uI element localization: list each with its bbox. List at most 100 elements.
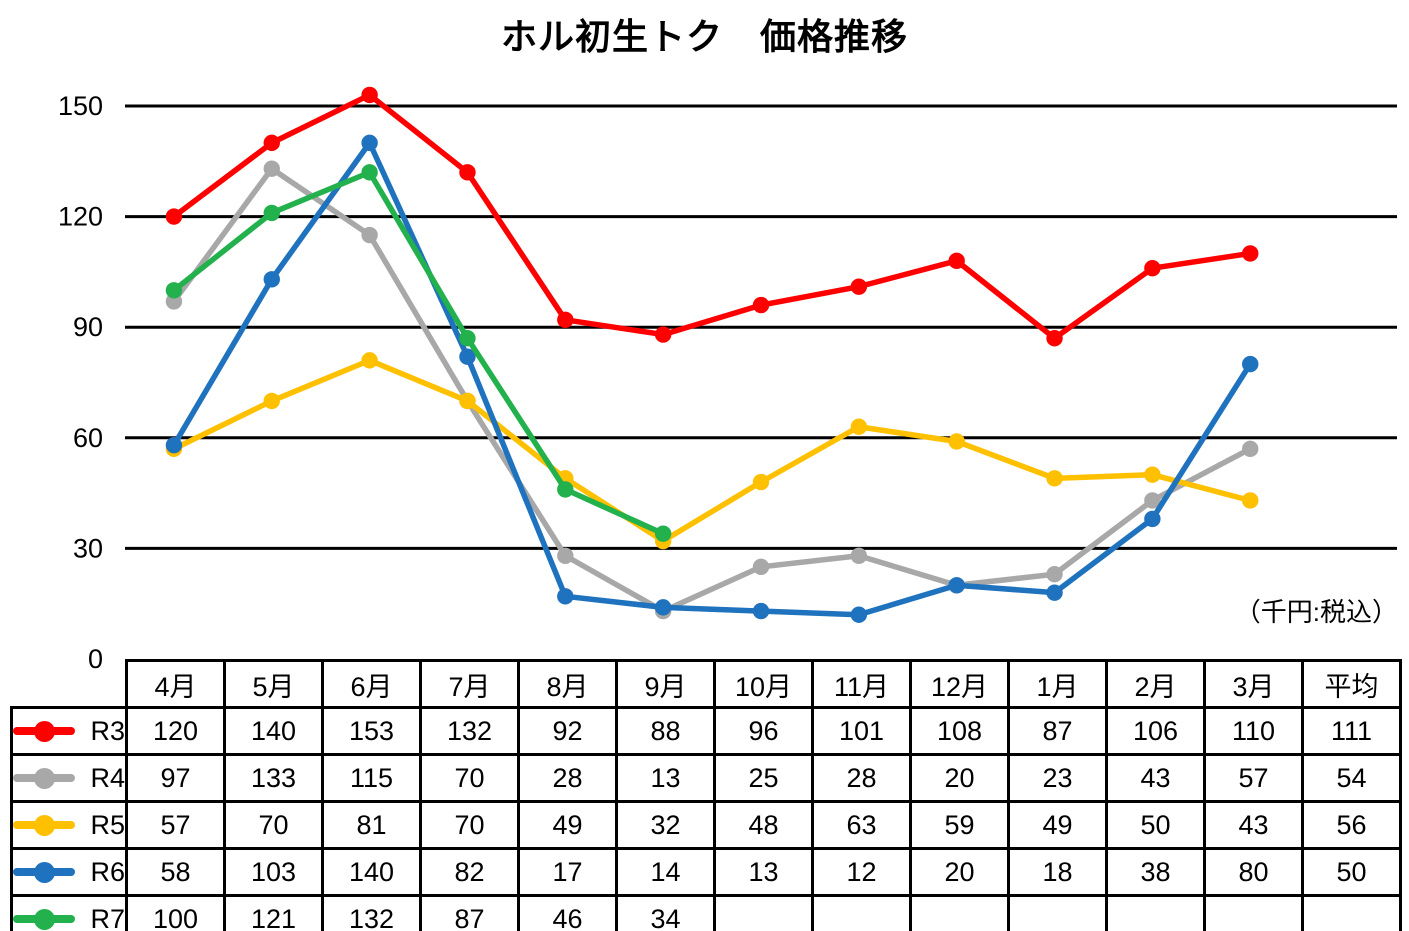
value-cell: 115	[321, 753, 422, 803]
value-cell: 43	[1105, 753, 1206, 803]
data-point-marker-R3	[752, 296, 770, 314]
value-cell: 28	[517, 753, 618, 803]
table-header-row: 4月 5月 6月 7月 8月 9月 10月 11月 12月 1月 2月 3月 平均	[12, 659, 1402, 709]
data-point-marker-R3	[654, 326, 672, 343]
value-cell: 54	[1301, 753, 1402, 803]
series-line-R4	[171, 165, 1253, 614]
value-cell: 108	[909, 706, 1010, 756]
data-point-marker-R3	[850, 278, 868, 295]
legend-cell-R4: R4	[10, 753, 128, 803]
data-point-marker-R4	[557, 547, 574, 564]
value-cell: 50	[1301, 847, 1402, 897]
value-cell: 43	[1203, 800, 1304, 850]
value-cell: 20	[909, 753, 1010, 803]
column-header: 5月	[223, 659, 324, 709]
value-cell: 97	[125, 753, 226, 803]
series-line-R3	[171, 92, 1253, 342]
data-point-marker-R6	[263, 271, 280, 288]
y-axis-tick-label: 120	[58, 202, 103, 232]
data-point-marker-R3	[1046, 330, 1063, 347]
column-header: 6月	[321, 659, 422, 709]
value-cell: 153	[321, 706, 422, 756]
data-point-marker-R3	[1242, 245, 1259, 262]
value-cell: 103	[223, 847, 324, 897]
value-cell: 32	[615, 800, 716, 850]
data-point-marker-R3	[459, 164, 476, 181]
data-point-marker-R4	[263, 160, 280, 177]
value-cell: 140	[321, 847, 422, 897]
value-cell: 140	[223, 706, 324, 756]
series-label: R7	[90, 903, 125, 931]
data-point-marker-R6	[1242, 355, 1259, 373]
data-point-marker-R7	[459, 330, 476, 347]
value-cell: 132	[321, 894, 422, 931]
value-cell: 70	[419, 800, 520, 850]
value-cell: 120	[125, 706, 226, 756]
data-point-marker-R4	[361, 226, 378, 244]
data-point-marker-R5	[361, 352, 378, 369]
value-cell: 87	[1007, 706, 1108, 756]
value-cell: 70	[223, 800, 324, 850]
value-cell: 34	[615, 894, 716, 931]
data-point-marker-R6	[459, 348, 476, 365]
column-header: 3月	[1203, 659, 1304, 709]
value-cell: 132	[419, 706, 520, 756]
data-point-marker-R6	[654, 599, 672, 616]
column-header: 2月	[1105, 659, 1206, 709]
data-point-marker-R6	[850, 606, 868, 623]
data-point-marker-R5	[1046, 470, 1063, 487]
data-point-marker-R4	[1242, 440, 1259, 458]
legend-cell-R5: R5	[10, 800, 128, 850]
y-axis-tick-label: 90	[73, 312, 103, 342]
value-cell	[909, 894, 1010, 931]
series-line-R6	[171, 140, 1253, 618]
value-cell: 50	[1105, 800, 1206, 850]
data-point-marker-R7	[165, 282, 183, 299]
legend-key-icon	[14, 908, 75, 930]
data-point-marker-R3	[948, 252, 965, 270]
series-line-R5	[171, 357, 1253, 544]
table-row-R4: R4 97 133 115 70 28 13 25 28 20 23 43 57 54	[10, 753, 1402, 803]
value-cell: 18	[1007, 847, 1108, 897]
value-cell: 63	[811, 800, 912, 850]
data-point-marker-R6	[1144, 510, 1161, 528]
table-row-R7: R7 100 121 132 87 46 34	[10, 894, 1402, 931]
data-table: 4月 5月 6月 7月 8月 9月 10月 11月 12月 1月 2月 3月 平均 R3 120 140 15…	[10, 659, 1402, 931]
data-point-marker-R5	[263, 392, 280, 410]
value-cell: 12	[811, 847, 912, 897]
column-header: 10月	[713, 659, 814, 709]
column-header: 8月	[517, 659, 618, 709]
value-cell: 96	[713, 706, 814, 756]
data-point-marker-R6	[557, 588, 574, 605]
value-cell: 14	[615, 847, 716, 897]
data-point-marker-R4	[1046, 566, 1063, 583]
value-cell: 58	[125, 847, 226, 897]
column-header: 4月	[125, 659, 226, 709]
value-cell	[1203, 894, 1304, 931]
column-header: 12月	[909, 659, 1010, 709]
value-cell: 80	[1203, 847, 1304, 897]
series-label: R3	[90, 715, 125, 746]
series-label: R4	[90, 762, 125, 793]
table-row-R5: R5 57 70 81 70 49 32 48 63 59 49 50 43 56	[10, 800, 1402, 850]
value-cell: 92	[517, 706, 618, 756]
column-header: 9月	[615, 659, 716, 709]
value-cell: 46	[517, 894, 618, 931]
data-point-marker-R3	[1144, 260, 1161, 277]
data-point-marker-R3	[263, 134, 280, 152]
value-cell: 57	[1203, 753, 1304, 803]
value-cell: 13	[615, 753, 716, 803]
column-header: 1月	[1007, 659, 1108, 709]
column-header: 11月	[811, 659, 912, 709]
data-point-marker-R5	[1242, 492, 1259, 509]
data-point-marker-R7	[557, 481, 574, 498]
line-chart-plot-area: 0 30 60 90 120 150	[58, 86, 1397, 674]
data-point-marker-R3	[361, 86, 378, 104]
data-point-marker-R5	[1144, 466, 1161, 483]
y-axis-tick-label: 150	[58, 91, 103, 121]
table-row-R6: R6 58 103 140 82 17 14 13 12 20 18 38 80 50	[10, 847, 1402, 897]
chart-title: ホル初生トク 価格推移	[500, 16, 908, 57]
value-cell: 13	[713, 847, 814, 897]
data-point-marker-R5	[752, 473, 770, 491]
